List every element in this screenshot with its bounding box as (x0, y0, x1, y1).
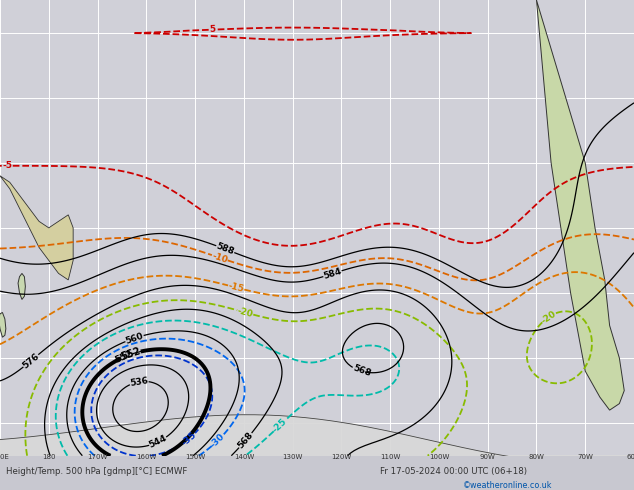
Text: -5: -5 (3, 161, 12, 171)
Text: 160W: 160W (136, 454, 157, 460)
Text: 130W: 130W (282, 454, 303, 460)
Text: 576: 576 (21, 351, 41, 370)
Text: 536: 536 (129, 376, 149, 388)
Polygon shape (0, 313, 6, 337)
Text: 588: 588 (215, 242, 236, 257)
Text: 120W: 120W (331, 454, 351, 460)
Text: 100W: 100W (429, 454, 449, 460)
Text: -10: -10 (210, 251, 229, 265)
Text: -35: -35 (180, 430, 198, 447)
Text: 140W: 140W (234, 454, 254, 460)
Text: 150W: 150W (185, 454, 205, 460)
Polygon shape (536, 0, 624, 410)
Text: Fr 17-05-2024 00:00 UTC (06+18): Fr 17-05-2024 00:00 UTC (06+18) (380, 467, 527, 476)
Text: -30: -30 (209, 432, 227, 449)
Polygon shape (0, 176, 73, 280)
Text: -25: -25 (271, 416, 288, 435)
Text: -20: -20 (236, 306, 254, 319)
Text: 552: 552 (113, 349, 134, 365)
Text: -20: -20 (540, 309, 558, 325)
Text: 180: 180 (42, 454, 56, 460)
Text: Height/Temp. 500 hPa [gdmp][°C] ECMWF: Height/Temp. 500 hPa [gdmp][°C] ECMWF (6, 467, 188, 476)
Text: 110W: 110W (380, 454, 400, 460)
Text: 5: 5 (209, 25, 216, 34)
Text: 544: 544 (148, 434, 169, 450)
Text: 80W: 80W (529, 454, 545, 460)
Text: 90W: 90W (480, 454, 496, 460)
Text: 170W: 170W (87, 454, 108, 460)
Text: 60W: 60W (626, 454, 634, 460)
Text: 568: 568 (236, 430, 255, 450)
Polygon shape (18, 273, 25, 299)
Text: 568: 568 (351, 364, 372, 379)
Text: 190E: 190E (0, 454, 9, 460)
Text: 70W: 70W (578, 454, 593, 460)
Text: 552: 552 (120, 346, 142, 362)
Text: 584: 584 (322, 267, 343, 281)
Text: 560: 560 (124, 331, 145, 345)
Text: -15: -15 (227, 281, 245, 294)
Text: ©weatheronline.co.uk: ©weatheronline.co.uk (463, 481, 552, 490)
